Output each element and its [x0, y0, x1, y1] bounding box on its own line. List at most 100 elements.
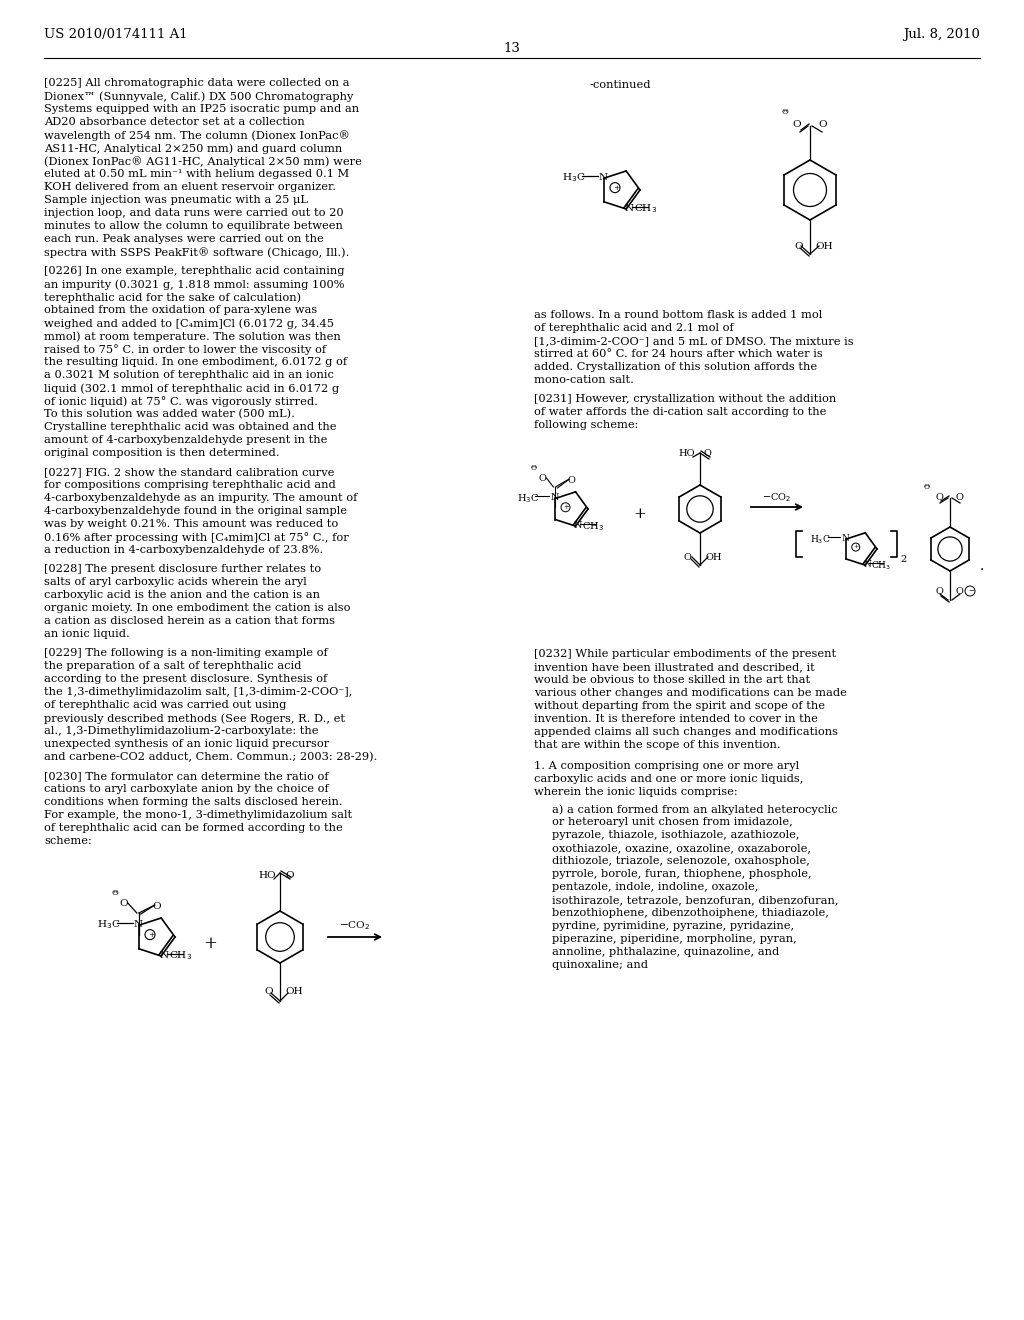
Text: of terephthalic acid and 2.1 mol of: of terephthalic acid and 2.1 mol of: [534, 323, 734, 333]
Text: O: O: [684, 553, 692, 562]
Text: would be obvious to those skilled in the art that: would be obvious to those skilled in the…: [534, 675, 810, 685]
Text: a 0.3021 M solution of terephthalic aid in an ionic: a 0.3021 M solution of terephthalic aid …: [44, 370, 334, 380]
Text: of ionic liquid) at 75° C. was vigorously stirred.: of ionic liquid) at 75° C. was vigorousl…: [44, 396, 317, 407]
Text: US 2010/0174111 A1: US 2010/0174111 A1: [44, 28, 187, 41]
Text: [0227] FIG. 2 show the standard calibration curve: [0227] FIG. 2 show the standard calibrat…: [44, 467, 335, 477]
Text: unexpected synthesis of an ionic liquid precursor: unexpected synthesis of an ionic liquid …: [44, 739, 330, 748]
Text: as follows. In a round bottom flask is added 1 mol: as follows. In a round bottom flask is a…: [534, 310, 822, 319]
Text: H$_3$C: H$_3$C: [517, 492, 540, 506]
Text: O: O: [794, 242, 803, 251]
Text: and carbene-CO2 adduct, Chem. Commun.; 2003: 28-29).: and carbene-CO2 adduct, Chem. Commun.; 2…: [44, 752, 378, 763]
Text: Θ: Θ: [112, 888, 119, 898]
Text: organic moiety. In one embodiment the cation is also: organic moiety. In one embodiment the ca…: [44, 603, 350, 612]
Text: pyrazole, thiazole, isothiazole, azathiozole,: pyrazole, thiazole, isothiazole, azathio…: [552, 830, 800, 840]
Text: O: O: [818, 120, 826, 129]
Text: [0232] While particular embodiments of the present: [0232] While particular embodiments of t…: [534, 649, 837, 659]
Text: $-$CO$_2$: $-$CO$_2$: [340, 919, 371, 932]
Text: that are within the scope of this invention.: that are within the scope of this invent…: [534, 741, 780, 750]
Text: O: O: [935, 587, 943, 597]
Text: O: O: [153, 902, 162, 911]
Text: Θ: Θ: [530, 465, 537, 473]
Text: a) a cation formed from an alkylated heterocyclic: a) a cation formed from an alkylated het…: [552, 804, 838, 814]
Text: +: +: [203, 935, 217, 952]
Text: O: O: [264, 987, 272, 997]
Text: a reduction in 4-carboxybenzaldehyde of 23.8%.: a reduction in 4-carboxybenzaldehyde of …: [44, 545, 324, 554]
Text: quinoxaline; and: quinoxaline; and: [552, 960, 648, 970]
Text: Dionex™ (Sunnyvale, Calif.) DX 500 Chromatography: Dionex™ (Sunnyvale, Calif.) DX 500 Chrom…: [44, 91, 353, 102]
Text: Jul. 8, 2010: Jul. 8, 2010: [903, 28, 980, 41]
Text: mono-cation salt.: mono-cation salt.: [534, 375, 634, 385]
Text: carboxylic acids and one or more ionic liquids,: carboxylic acids and one or more ionic l…: [534, 774, 804, 784]
Text: N: N: [863, 560, 871, 569]
Text: minutes to allow the column to equilibrate between: minutes to allow the column to equilibra…: [44, 220, 343, 231]
Text: Crystalline terephthalic acid was obtained and the: Crystalline terephthalic acid was obtain…: [44, 422, 337, 432]
Text: CH$_3$: CH$_3$: [169, 949, 193, 962]
Text: cations to aryl carboxylate anion by the choice of: cations to aryl carboxylate anion by the…: [44, 784, 329, 795]
Text: H$_3$C: H$_3$C: [562, 172, 586, 183]
Text: an ionic liquid.: an ionic liquid.: [44, 630, 130, 639]
Text: benzothiophene, dibenzothoiphene, thiadiazole,: benzothiophene, dibenzothoiphene, thiadi…: [552, 908, 828, 917]
Text: N: N: [625, 205, 633, 213]
Text: N: N: [551, 494, 559, 503]
Text: wherein the ionic liquids comprise:: wherein the ionic liquids comprise:: [534, 787, 737, 797]
Text: eluted at 0.50 mL min⁻¹ with helium degassed 0.1 M: eluted at 0.50 mL min⁻¹ with helium dega…: [44, 169, 349, 180]
Text: 0.16% after processing with [C₄mim]Cl at 75° C., for: 0.16% after processing with [C₄mim]Cl at…: [44, 532, 349, 543]
Text: liquid (302.1 mmol of terephthalic acid in 6.0172 g: liquid (302.1 mmol of terephthalic acid …: [44, 383, 339, 393]
Text: invention have been illustrated and described, it: invention have been illustrated and desc…: [534, 663, 815, 672]
Text: [0225] All chromatographic data were collected on a: [0225] All chromatographic data were col…: [44, 78, 349, 88]
Text: +: +: [563, 503, 569, 511]
Text: various other changes and modifications can be made: various other changes and modifications …: [534, 688, 847, 698]
Text: 1. A composition comprising one or more aryl: 1. A composition comprising one or more …: [534, 762, 799, 771]
Text: pyrrole, borole, furan, thiophene, phosphole,: pyrrole, borole, furan, thiophene, phosp…: [552, 869, 812, 879]
Text: previously described methods (See Rogers, R. D., et: previously described methods (See Rogers…: [44, 713, 345, 723]
Text: O: O: [705, 449, 712, 458]
Text: terephthalic acid for the sake of calculation): terephthalic acid for the sake of calcul…: [44, 292, 301, 302]
Text: obtained from the oxidation of para-xylene was: obtained from the oxidation of para-xyle…: [44, 305, 317, 315]
Text: stirred at 60° C. for 24 hours after which water is: stirred at 60° C. for 24 hours after whi…: [534, 348, 822, 359]
Text: O: O: [285, 871, 294, 880]
Text: 4-carboxybenzaldehyde as an impurity. The amount of: 4-carboxybenzaldehyde as an impurity. Th…: [44, 492, 357, 503]
Text: +: +: [613, 183, 620, 191]
Text: invention. It is therefore intended to cover in the: invention. It is therefore intended to c…: [534, 714, 818, 723]
Text: N: N: [599, 173, 608, 182]
Text: N: N: [573, 521, 582, 531]
Text: appended claims all such changes and modifications: appended claims all such changes and mod…: [534, 727, 838, 737]
Text: annoline, phthalazine, quinazoline, and: annoline, phthalazine, quinazoline, and: [552, 946, 779, 957]
Text: OH: OH: [815, 242, 833, 251]
Text: oxothiazole, oxazine, oxazoline, oxazaborole,: oxothiazole, oxazine, oxazoline, oxazabo…: [552, 843, 811, 853]
Text: carboxylic acid is the anion and the cation is an: carboxylic acid is the anion and the cat…: [44, 590, 319, 601]
Text: pentazole, indole, indoline, oxazole,: pentazole, indole, indoline, oxazole,: [552, 882, 759, 892]
Text: Sample injection was pneumatic with a 25 μL: Sample injection was pneumatic with a 25…: [44, 195, 308, 205]
Text: O: O: [955, 587, 963, 597]
Text: N: N: [159, 950, 168, 960]
Text: original composition is then determined.: original composition is then determined.: [44, 447, 280, 458]
Text: isothirazole, tetrazole, benzofuran, dibenzofuran,: isothirazole, tetrazole, benzofuran, dib…: [552, 895, 839, 906]
Text: O: O: [120, 899, 128, 908]
Text: Θ: Θ: [782, 108, 788, 116]
Text: (Dionex IonPac® AG11-HC, Analytical 2×50 mm) were: (Dionex IonPac® AG11-HC, Analytical 2×50…: [44, 156, 361, 166]
Text: OH: OH: [705, 553, 722, 562]
Text: H$_3$C: H$_3$C: [97, 919, 120, 931]
Text: following scheme:: following scheme:: [534, 420, 638, 430]
Text: To this solution was added water (500 mL).: To this solution was added water (500 mL…: [44, 409, 295, 420]
Text: spectra with SSPS PeakFit® software (Chicago, Ill.).: spectra with SSPS PeakFit® software (Chi…: [44, 247, 349, 257]
Text: HO: HO: [258, 871, 275, 880]
Text: −: −: [968, 587, 974, 595]
Text: CH$_3$: CH$_3$: [871, 560, 892, 572]
Text: +: +: [148, 931, 155, 939]
Text: dithiozole, triazole, selenozole, oxahosphole,: dithiozole, triazole, selenozole, oxahos…: [552, 855, 810, 866]
Text: or heteroaryl unit chosen from imidazole,: or heteroaryl unit chosen from imidazole…: [552, 817, 793, 828]
Text: [0230] The formulator can determine the ratio of: [0230] The formulator can determine the …: [44, 771, 329, 781]
Text: conditions when forming the salts disclosed herein.: conditions when forming the salts disclo…: [44, 797, 343, 807]
Text: [0231] However, crystallization without the addition: [0231] However, crystallization without …: [534, 393, 837, 404]
Text: O: O: [935, 492, 943, 502]
Text: Θ: Θ: [924, 483, 930, 491]
Text: N: N: [134, 920, 143, 929]
Text: the preparation of a salt of terephthalic acid: the preparation of a salt of terephthali…: [44, 661, 301, 671]
Text: Systems equipped with an IP25 isocratic pump and an: Systems equipped with an IP25 isocratic …: [44, 104, 359, 114]
Text: without departing from the spirit and scope of the: without departing from the spirit and sc…: [534, 701, 825, 711]
Text: the resulting liquid. In one embodiment, 6.0172 g of: the resulting liquid. In one embodiment,…: [44, 356, 347, 367]
Text: AD20 absorbance detector set at a collection: AD20 absorbance detector set at a collec…: [44, 117, 305, 127]
Text: N: N: [842, 535, 849, 543]
Text: [0229] The following is a non-limiting example of: [0229] The following is a non-limiting e…: [44, 648, 328, 657]
